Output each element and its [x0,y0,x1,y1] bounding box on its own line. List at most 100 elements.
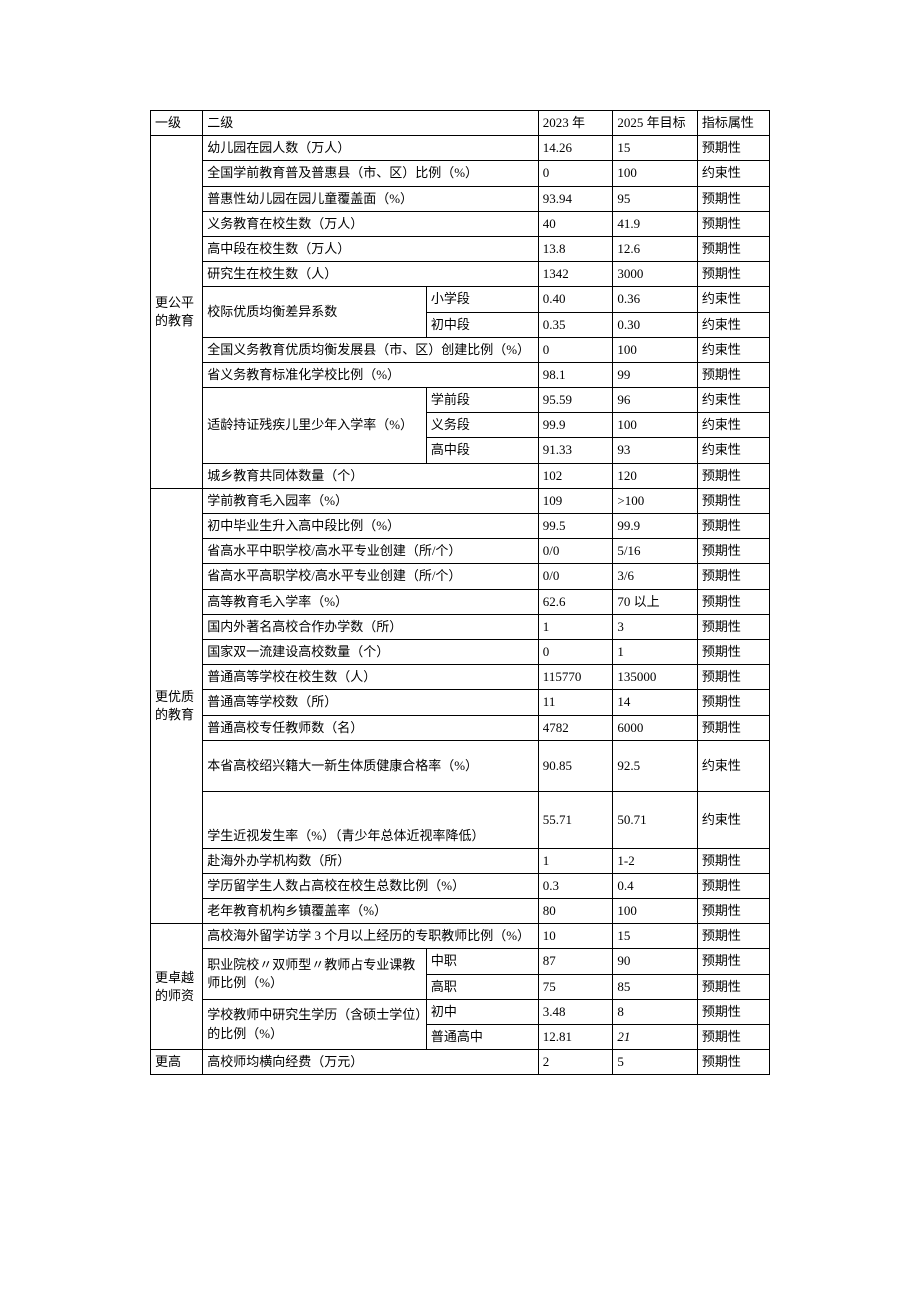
indicator-name: 普通高等学校数（所） [203,690,539,715]
table-row: 义务教育在校生数（万人） 40 41.9 预期性 [151,211,770,236]
table-row: 普通高等学校在校生数（人） 115770 135000 预期性 [151,665,770,690]
table-row: 国内外著名高校合作办学数（所） 1 3 预期性 [151,614,770,639]
cell-attr: 约束性 [697,287,769,312]
cell-attr: 预期性 [697,463,769,488]
cell-y1: 62.6 [538,589,613,614]
section-quality-edu: 更优质的教育 [151,488,203,923]
table-header-row: 一级 二级 2023 年 2025 年目标 指标属性 [151,111,770,136]
cell-y2: 135000 [613,665,698,690]
table-row: 普惠性幼儿园在园儿童覆盖面（%） 93.94 95 预期性 [151,186,770,211]
indicator-name: 高等教育毛入学率（%） [203,589,539,614]
cell-attr: 预期性 [697,488,769,513]
cell-y1: 99.5 [538,514,613,539]
table-row: 更卓越的师资 高校海外留学访学 3 个月以上经历的专职教师比例（%） 10 15… [151,924,770,949]
cell-y1: 109 [538,488,613,513]
header-attr: 指标属性 [697,111,769,136]
cell-y2: 41.9 [613,211,698,236]
cell-attr: 预期性 [697,362,769,387]
cell-y1: 1342 [538,262,613,287]
table-row: 初中毕业生升入高中段比例（%） 99.5 99.9 预期性 [151,514,770,539]
indicator-name: 省高水平中职学校/高水平专业创建（所/个） [203,539,539,564]
indicator-name: 国内外著名高校合作办学数（所） [203,614,539,639]
indicator-name: 普通高等学校在校生数（人） [203,665,539,690]
cell-y1: 12.81 [538,1025,613,1050]
cell-y2: 50.71 [613,791,698,848]
cell-y2: 5 [613,1050,698,1075]
table-row: 赴海外办学机构数（所） 1 1-2 预期性 [151,848,770,873]
cell-attr: 预期性 [697,848,769,873]
cell-y2: 14 [613,690,698,715]
cell-attr: 预期性 [697,614,769,639]
cell-y2: 5/16 [613,539,698,564]
cell-y1: 4782 [538,715,613,740]
cell-y1: 115770 [538,665,613,690]
cell-y2: 6000 [613,715,698,740]
cell-attr: 约束性 [697,337,769,362]
cell-y2: 1-2 [613,848,698,873]
indicator-name: 初中毕业生升入高中段比例（%） [203,514,539,539]
table-row: 全国学前教育普及普惠县（市、区）比例（%） 0 100 约束性 [151,161,770,186]
indicator-sub: 学前段 [426,388,538,413]
cell-attr: 预期性 [697,589,769,614]
indicator-name: 普惠性幼儿园在园儿童覆盖面（%） [203,186,539,211]
cell-y2: 0.36 [613,287,698,312]
cell-y2: 100 [613,413,698,438]
cell-y1: 75 [538,974,613,999]
section-higher: 更高 [151,1050,203,1075]
indicator-name: 职业院校〃双师型〃教师占专业课教师比例（%） [203,949,427,999]
cell-y2: 21 [613,1025,698,1050]
table-row: 省义务教育标准化学校比例（%） 98.1 99 预期性 [151,362,770,387]
cell-attr: 预期性 [697,211,769,236]
cell-attr: 约束性 [697,388,769,413]
cell-y2: 100 [613,337,698,362]
cell-y2: 100 [613,161,698,186]
cell-y2: 8 [613,999,698,1024]
cell-y2: 3 [613,614,698,639]
cell-y2: 3/6 [613,564,698,589]
cell-y1: 0 [538,161,613,186]
indicator-name: 国家双一流建设高校数量（个） [203,639,539,664]
cell-attr: 预期性 [697,136,769,161]
table-row: 老年教育机构乡镇覆盖率（%） 80 100 预期性 [151,899,770,924]
table-row: 高等教育毛入学率（%） 62.6 70 以上 预期性 [151,589,770,614]
cell-y1: 87 [538,949,613,974]
cell-attr: 预期性 [697,514,769,539]
indicator-name: 研究生在校生数（人） [203,262,539,287]
cell-attr: 预期性 [697,262,769,287]
cell-y1: 102 [538,463,613,488]
indicator-sub: 初中段 [426,312,538,337]
cell-y2: 12.6 [613,236,698,261]
table-row: 更优质的教育 学前教育毛入园率（%） 109 >100 预期性 [151,488,770,513]
table-row: 学生近视发生率（%）（青少年总体近视率降低） 55.71 50.71 约束性 [151,791,770,848]
cell-y2: 100 [613,899,698,924]
table-row: 全国义务教育优质均衡发展县（市、区）创建比例（%） 0 100 约束性 [151,337,770,362]
cell-y1: 1 [538,614,613,639]
cell-attr: 约束性 [697,438,769,463]
table-row: 研究生在校生数（人） 1342 3000 预期性 [151,262,770,287]
cell-y2: 15 [613,136,698,161]
section-teachers: 更卓越的师资 [151,924,203,1050]
cell-y1: 95.59 [538,388,613,413]
cell-attr: 约束性 [697,740,769,791]
indicator-sub: 中职 [426,949,538,974]
indicator-name: 赴海外办学机构数（所） [203,848,539,873]
cell-y2: 120 [613,463,698,488]
cell-attr: 预期性 [697,186,769,211]
table-row: 省高水平高职学校/高水平专业创建（所/个） 0/0 3/6 预期性 [151,564,770,589]
table-row: 学历留学生人数占高校在校生总数比例（%） 0.3 0.4 预期性 [151,873,770,898]
cell-y2: 85 [613,974,698,999]
indicator-sub: 小学段 [426,287,538,312]
indicator-sub: 普通高中 [426,1025,538,1050]
cell-y1: 1 [538,848,613,873]
cell-attr: 约束性 [697,413,769,438]
cell-attr: 预期性 [697,639,769,664]
cell-y2: 0.4 [613,873,698,898]
cell-y2: 96 [613,388,698,413]
cell-y2: 0.30 [613,312,698,337]
indicator-name: 校际优质均衡差异系数 [203,287,427,337]
cell-y1: 11 [538,690,613,715]
indicator-name: 高校海外留学访学 3 个月以上经历的专职教师比例（%） [203,924,539,949]
indicator-name: 学生近视发生率（%）（青少年总体近视率降低） [203,791,539,848]
indicator-name: 本省高校绍兴籍大一新生体质健康合格率（%） [203,740,539,791]
section-fair-edu: 更公平的教育 [151,136,203,489]
